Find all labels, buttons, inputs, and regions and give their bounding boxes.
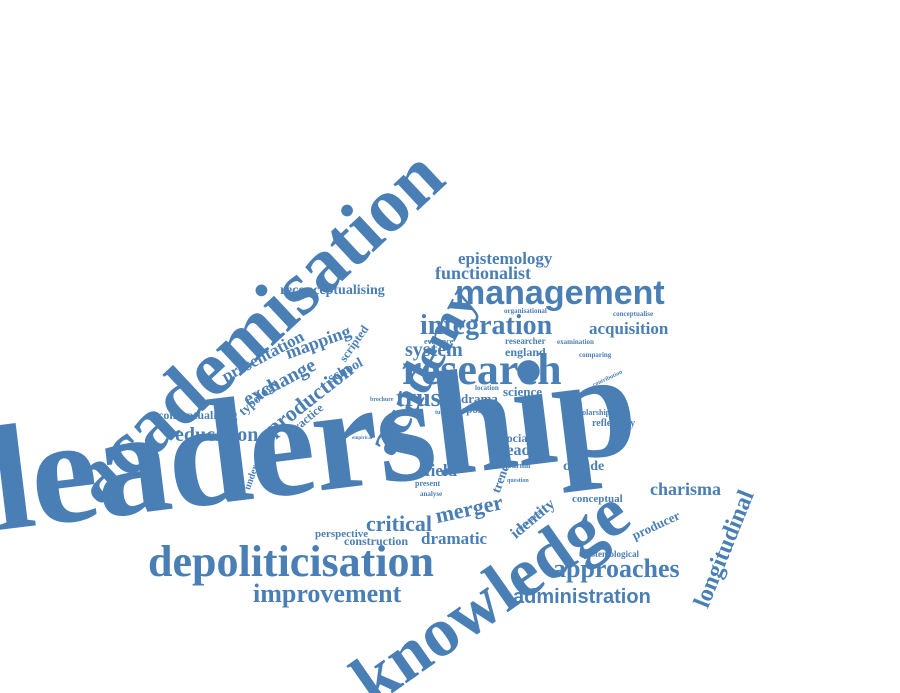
word-scholarship: scholarship bbox=[571, 408, 611, 417]
word-present: present bbox=[415, 479, 441, 488]
word-evidence: evidence bbox=[424, 337, 454, 346]
word-empirical: empirical bbox=[352, 436, 373, 441]
word-critical: critical bbox=[366, 511, 432, 536]
word-drama: drama bbox=[461, 391, 498, 406]
word-science: science bbox=[503, 384, 542, 399]
word-chapter: chapter bbox=[400, 444, 423, 452]
word-administration: administration bbox=[513, 586, 651, 608]
word-decade: decade bbox=[563, 459, 605, 474]
word-theory: theory bbox=[400, 435, 423, 444]
word-organisational: organisational bbox=[504, 307, 547, 315]
word-charisma: charisma bbox=[650, 479, 721, 499]
word-conceptualising: conceptualising bbox=[158, 408, 238, 422]
word-data: data bbox=[445, 423, 464, 434]
word-conceptualise: conceptualise bbox=[613, 310, 654, 318]
word-education: education bbox=[175, 424, 259, 446]
word-epistemological: epistemological bbox=[580, 549, 639, 559]
word-perspective: perspective bbox=[315, 528, 369, 540]
word-reconceptualising: reconceptualising bbox=[280, 283, 385, 298]
word-epistemology: epistemology bbox=[458, 249, 553, 268]
word-improvement: improvement bbox=[253, 579, 402, 608]
word-turning: turning bbox=[435, 410, 455, 416]
word-research: research bbox=[402, 345, 562, 394]
word-researcher: researcher bbox=[505, 336, 546, 346]
word-examination: examination bbox=[557, 338, 594, 346]
word-reflexivity: reflexivity bbox=[592, 418, 636, 429]
word-system: system bbox=[405, 339, 463, 361]
word-construction: construction bbox=[344, 534, 408, 548]
word-question: question bbox=[507, 478, 529, 484]
word-england: england bbox=[505, 345, 546, 359]
word-trust: trust bbox=[396, 383, 450, 412]
word-acquisition: acquisition bbox=[589, 319, 669, 338]
word-longitudinal: longitudinal bbox=[689, 486, 760, 612]
word-approaches: approaches bbox=[553, 554, 680, 583]
word-location: location bbox=[475, 384, 499, 392]
word-brochure: brochure bbox=[370, 397, 394, 403]
word-dramatic: dramatic bbox=[421, 529, 488, 548]
word-field: field bbox=[425, 461, 458, 480]
word-social: social bbox=[502, 431, 531, 445]
word-conceptual: conceptual bbox=[572, 493, 623, 505]
word-depoliticisation: depoliticisation bbox=[148, 537, 435, 586]
word-leader: leader bbox=[502, 442, 545, 459]
word-functionalist: functionalist bbox=[435, 263, 532, 283]
word-analyse: analyse bbox=[420, 490, 443, 498]
word-comparing: comparing bbox=[579, 351, 612, 359]
word-producer: producer bbox=[629, 507, 683, 543]
word-management: management bbox=[455, 274, 665, 312]
word-journal: journal bbox=[505, 461, 531, 470]
word-integration: integration bbox=[420, 310, 553, 341]
word-spost: spost bbox=[462, 404, 486, 416]
